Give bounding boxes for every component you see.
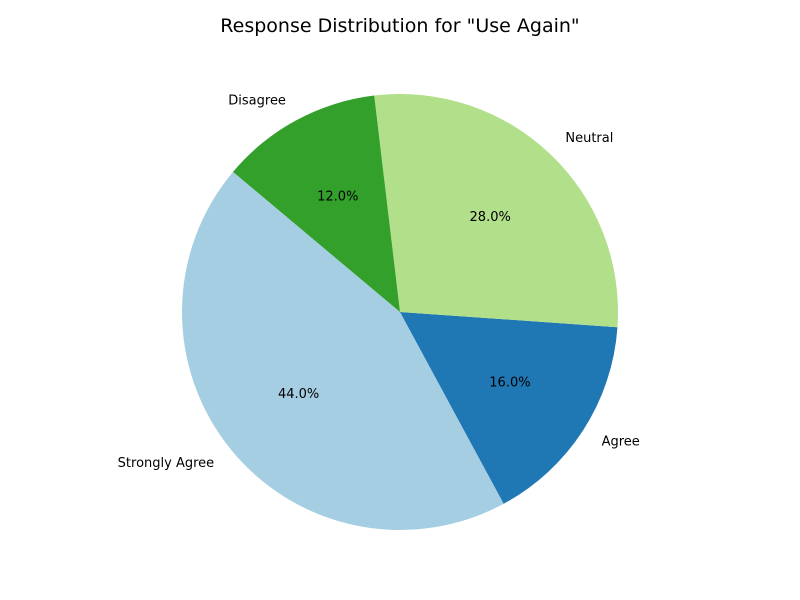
pie-slice-strongly-agree xyxy=(181,171,504,530)
chart-title: Response Distribution for "Use Again" xyxy=(220,15,579,37)
slice-pct-neutral: 28.0% xyxy=(470,210,511,225)
slice-pct-agree: 16.0% xyxy=(489,375,530,390)
pie-slice-agree xyxy=(400,312,618,504)
slice-pct-strongly-agree: 44.0% xyxy=(278,387,319,402)
pie-slice-disagree xyxy=(233,95,400,313)
slice-label-strongly-agree: Strongly Agree xyxy=(118,456,215,471)
slice-pct-disagree: 12.0% xyxy=(317,189,358,204)
slices-group xyxy=(181,94,618,530)
slice-label-agree: Agree xyxy=(602,434,640,449)
slice-label-disagree: Disagree xyxy=(228,94,286,109)
labels-group: Strongly Agree 44.0% Agree 16.0% Neutral 28.0… xyxy=(118,94,640,472)
pie-slice-neutral xyxy=(374,94,618,328)
slice-label-neutral: Neutral xyxy=(565,131,613,146)
